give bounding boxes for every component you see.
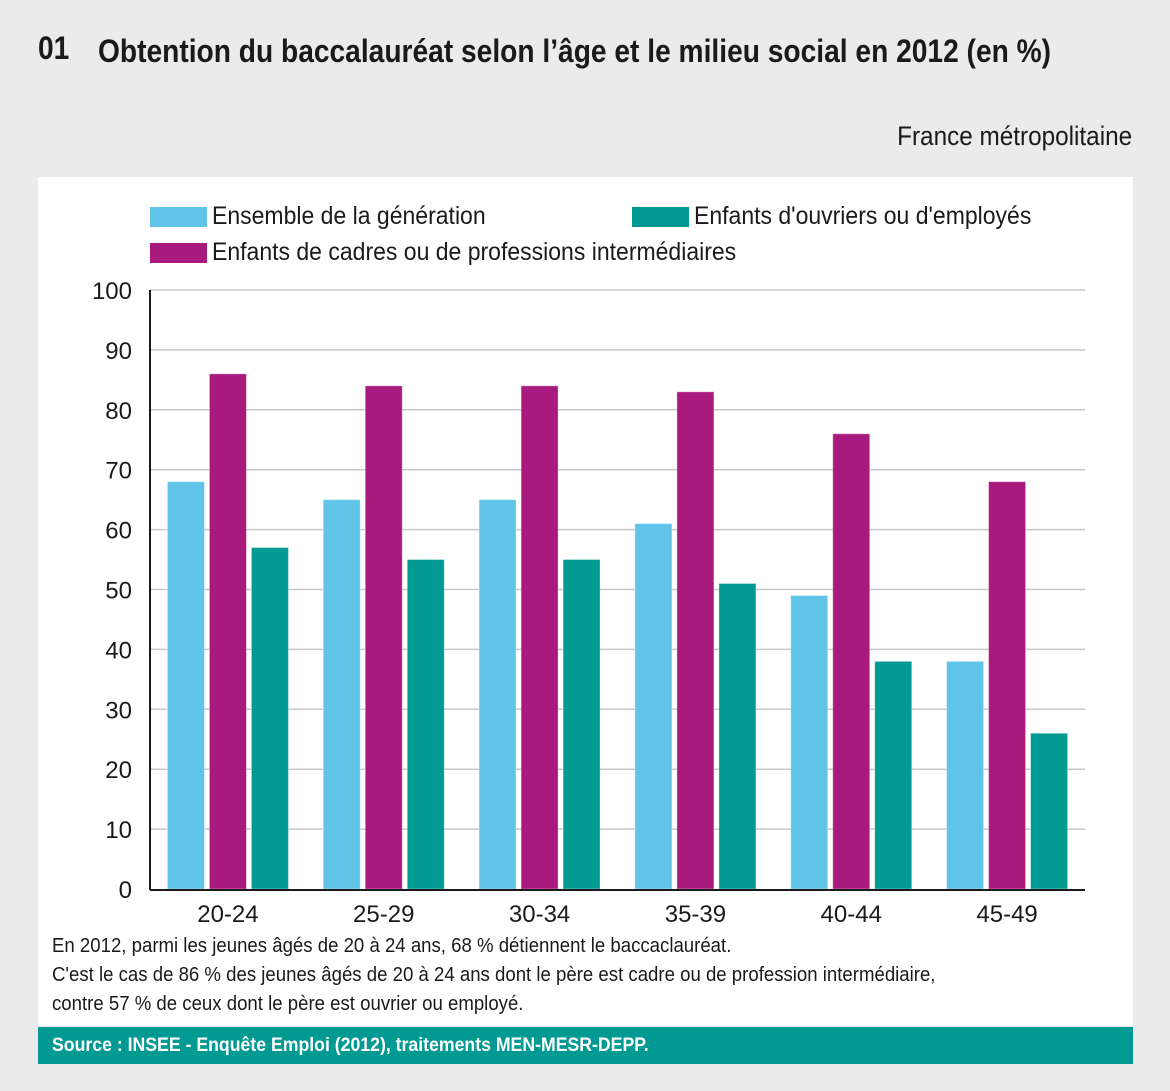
x-tick-label: 40-44 [821, 901, 882, 927]
bar [832, 433, 871, 890]
bar [478, 499, 517, 890]
note-line: En 2012, parmi les jeunes âgés de 20 à 2… [52, 935, 732, 957]
bar [718, 583, 757, 890]
y-tick-label: 60 [105, 518, 132, 545]
figure-number: 01 [38, 30, 70, 66]
note-line: contre 57 % de ceux dont le père est ouv… [52, 993, 524, 1015]
bar [166, 481, 205, 890]
chart-panel: Ensemble de la génération Enfants d'ouvr… [38, 177, 1133, 1064]
y-tick-label: 50 [105, 578, 132, 605]
legend-item-ouvriers: Enfants d'ouvriers ou d'employés [632, 202, 1061, 231]
y-tick-label: 10 [105, 817, 132, 844]
bar [364, 385, 403, 890]
legend-item-cadres: Enfants de cadres ou de professions inte… [150, 238, 782, 267]
legend-label: Ensemble de la génération [212, 202, 486, 230]
x-tick-label: 30-34 [509, 901, 570, 927]
x-tick-label: 45-49 [976, 901, 1037, 927]
x-tick-label: 25-29 [353, 901, 414, 927]
bar [676, 391, 715, 890]
bar [1030, 732, 1069, 890]
note-line: C'est le cas de 86 % des jeunes âgés de … [52, 964, 936, 986]
bar [322, 499, 361, 890]
chart-note: En 2012, parmi les jeunes âgés de 20 à 2… [52, 932, 1002, 1019]
bar [988, 481, 1027, 890]
bar [790, 594, 829, 890]
chart-title: Obtention du baccalauréat selon l’âge et… [98, 33, 1052, 69]
source-bar: Source : INSEE - Enquête Emploi (2012), … [38, 1027, 1133, 1064]
bar [874, 660, 913, 890]
legend-swatch-ouvriers [632, 206, 689, 227]
y-tick-label: 100 [92, 278, 132, 305]
y-tick-label: 0 [119, 877, 132, 904]
y-tick-label: 30 [105, 697, 132, 724]
legend-swatch-ensemble [150, 206, 207, 227]
bar [946, 660, 985, 890]
y-tick-label: 40 [105, 637, 132, 664]
y-tick-label: 70 [105, 458, 132, 485]
source-text: Source : INSEE - Enquête Emploi (2012), … [52, 1035, 649, 1056]
x-tick-label: 20-24 [197, 901, 258, 927]
y-tick-label: 20 [105, 757, 132, 784]
x-tick-label: 35-39 [665, 901, 726, 927]
y-tick-label: 90 [105, 338, 132, 365]
bar-chart: 0 10 20 30 40 50 60 70 80 90 100 20-24 25-29 30-34 35-… [92, 278, 1085, 927]
legend-label: Enfants d'ouvriers ou d'employés [694, 202, 1032, 230]
legend-item-ensemble: Ensemble de la génération [150, 202, 509, 231]
y-tick-label: 80 [105, 398, 132, 425]
bar [520, 385, 559, 890]
bar [562, 559, 601, 890]
bar [208, 373, 247, 890]
legend-label: Enfants de cadres ou de professions inte… [212, 238, 737, 266]
legend-swatch-cadres [150, 242, 207, 263]
bar [634, 523, 673, 890]
chart-subtitle: France métropolitaine [896, 121, 1132, 151]
bar [250, 547, 289, 890]
bar [406, 559, 445, 890]
